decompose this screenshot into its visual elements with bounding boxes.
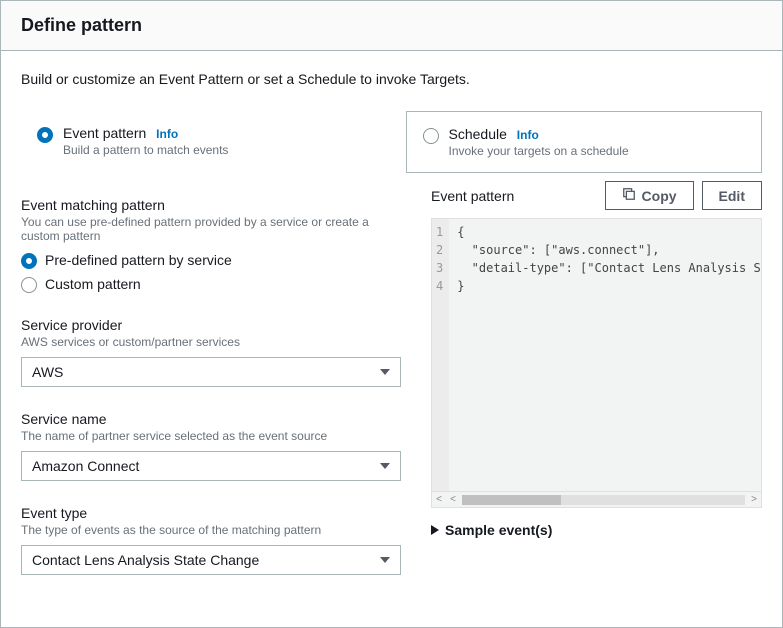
radio-custom[interactable] [21, 277, 37, 293]
mode-schedule-label: Schedule [449, 126, 507, 142]
matching-title: Event matching pattern [21, 197, 401, 213]
matching-predefined[interactable]: Pre-defined pattern by service [21, 251, 401, 269]
matching-predefined-label: Pre-defined pattern by service [45, 252, 232, 268]
provider-title: Service provider [21, 317, 401, 333]
matching-hint: You can use pre-defined pattern provided… [21, 215, 401, 243]
info-link-schedule[interactable]: Info [517, 128, 539, 142]
hscroll-thumb[interactable] [462, 495, 561, 505]
define-pattern-panel: Define pattern Build or customize an Eve… [0, 0, 783, 628]
scroll-left2-icon[interactable]: < [448, 494, 458, 505]
event-pattern-buttons: Copy Edit [605, 181, 762, 210]
two-col: Event matching pattern You can use pre-d… [21, 173, 762, 575]
service-hint: The name of partner service selected as … [21, 429, 401, 443]
event-type-title: Event type [21, 505, 401, 521]
sample-events-toggle[interactable]: Sample event(s) [431, 522, 762, 538]
provider-select-wrap: AWS [21, 357, 401, 387]
info-link-event-pattern[interactable]: Info [156, 127, 178, 141]
matching-custom-label: Custom pattern [45, 276, 141, 292]
radio-predefined[interactable] [21, 253, 37, 269]
event-type-select-wrap: Contact Lens Analysis State Change [21, 545, 401, 575]
service-title: Service name [21, 411, 401, 427]
code-lines[interactable]: { "source": ["aws.connect"], "detail-typ… [449, 219, 761, 491]
caret-right-icon [431, 525, 439, 535]
scroll-right-icon[interactable]: > [749, 494, 759, 505]
panel-title: Define pattern [21, 15, 762, 36]
event-pattern-title: Event pattern [431, 188, 514, 204]
event-type-hint: The type of events as the source of the … [21, 523, 401, 537]
sample-events-label: Sample event(s) [445, 522, 552, 538]
event-type-value: Contact Lens Analysis State Change [32, 552, 259, 568]
service-select-wrap: Amazon Connect [21, 451, 401, 481]
scroll-left-icon[interactable]: < [434, 494, 444, 505]
radio-event-pattern[interactable] [37, 127, 53, 143]
code-box: 1 2 3 4 { "source": ["aws.connect"], "de… [431, 218, 762, 508]
service-value: Amazon Connect [32, 458, 139, 474]
mode-event-pattern-sub: Build a pattern to match events [63, 143, 228, 157]
mode-event-pattern-label: Event pattern [63, 125, 146, 141]
matching-custom[interactable]: Custom pattern [21, 275, 401, 293]
provider-hint: AWS services or custom/partner services [21, 335, 401, 349]
col-right: Event pattern Copy E [431, 173, 762, 575]
caret-down-icon [380, 463, 390, 469]
provider-select[interactable]: AWS [21, 357, 401, 387]
panel-body: Build or customize an Event Pattern or s… [1, 51, 782, 627]
panel-description: Build or customize an Event Pattern or s… [21, 71, 762, 87]
caret-down-icon [380, 369, 390, 375]
copy-label: Copy [642, 188, 677, 204]
mode-schedule[interactable]: Schedule Info Invoke your targets on a s… [406, 111, 763, 173]
caret-down-icon [380, 557, 390, 563]
radio-schedule[interactable] [423, 128, 439, 144]
event-pattern-header: Event pattern Copy E [431, 181, 762, 210]
code-gutter: 1 2 3 4 [432, 219, 449, 491]
edit-label: Edit [719, 188, 745, 204]
service-select[interactable]: Amazon Connect [21, 451, 401, 481]
copy-icon [622, 187, 636, 204]
mode-schedule-sub: Invoke your targets on a schedule [449, 144, 629, 158]
copy-button[interactable]: Copy [605, 181, 694, 210]
mode-row: Event pattern Info Build a pattern to ma… [21, 111, 762, 173]
hscroll-track[interactable] [462, 495, 745, 505]
edit-button[interactable]: Edit [702, 181, 762, 210]
col-left: Event matching pattern You can use pre-d… [21, 173, 401, 575]
provider-value: AWS [32, 364, 63, 380]
code-scroll: 1 2 3 4 { "source": ["aws.connect"], "de… [432, 219, 761, 491]
event-type-select[interactable]: Contact Lens Analysis State Change [21, 545, 401, 575]
panel-header: Define pattern [1, 1, 782, 51]
mode-event-pattern[interactable]: Event pattern Info Build a pattern to ma… [21, 111, 376, 173]
horizontal-scrollbar[interactable]: < < > [432, 491, 761, 507]
